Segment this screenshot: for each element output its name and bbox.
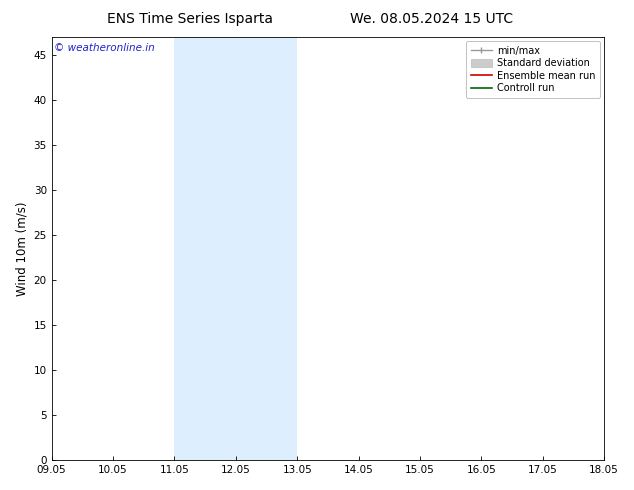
Bar [604, 37, 634, 460]
Text: We. 08.05.2024 15 UTC: We. 08.05.2024 15 UTC [349, 12, 513, 26]
Bar [174, 37, 297, 460]
Text: ENS Time Series Isparta: ENS Time Series Isparta [107, 12, 273, 26]
Legend: min/max, Standard deviation, Ensemble mean run, Controll run: min/max, Standard deviation, Ensemble me… [466, 41, 600, 98]
Text: © weatheronline.in: © weatheronline.in [55, 44, 155, 53]
Y-axis label: Wind 10m (m/s): Wind 10m (m/s) [15, 201, 28, 296]
